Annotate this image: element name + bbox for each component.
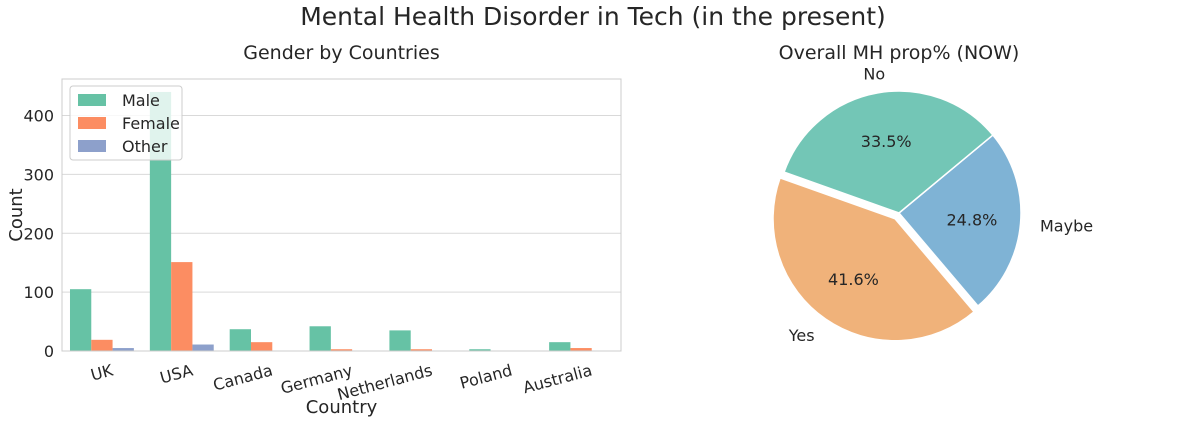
pie-label: No — [863, 65, 885, 84]
bar-female — [171, 262, 193, 351]
bar-other — [112, 348, 134, 351]
pie-label: Maybe — [1040, 216, 1093, 235]
bar-female — [410, 349, 433, 351]
x-axis-label: Country — [306, 397, 378, 418]
x-tick-label: Australia — [521, 361, 594, 398]
bar-other — [192, 344, 214, 351]
bar-male — [389, 330, 411, 351]
legend-swatch — [78, 94, 106, 106]
pie-slice-yes — [772, 176, 976, 342]
pie-pct-label: 24.8% — [947, 210, 998, 229]
legend-swatch — [78, 117, 106, 129]
y-tick-label: 400 — [23, 107, 54, 126]
pie-slice-no — [783, 90, 994, 214]
bar-female — [330, 349, 353, 351]
bar-female — [250, 342, 273, 351]
bar-male — [229, 329, 251, 351]
legend-swatch — [78, 140, 106, 152]
bar-female — [570, 348, 592, 351]
x-tick-label: USA — [158, 360, 195, 387]
legend-label: Female — [122, 114, 180, 133]
x-tick-label: UK — [89, 360, 116, 384]
x-tick-label: Poland — [458, 361, 515, 393]
y-axis-label: Count — [6, 188, 27, 241]
pie-label: Yes — [788, 326, 815, 345]
pie-slice-maybe — [897, 134, 1022, 308]
legend: Male Female Other — [69, 85, 183, 161]
y-tick-label: 0 — [44, 342, 54, 361]
plot-frame — [61, 78, 622, 352]
y-tick-label: 200 — [23, 224, 54, 243]
bar-female — [91, 339, 113, 351]
pie-pct-label: 41.6% — [828, 270, 879, 289]
bar-chart-title: Gender by Countries — [243, 42, 440, 64]
pie-chart-title: Overall MH prop% (NOW) — [779, 42, 1020, 64]
figure-title: Mental Health Disorder in Tech (in the p… — [300, 2, 886, 31]
x-tick-label: Canada — [211, 361, 275, 395]
legend-label: Other — [122, 137, 168, 156]
legend-label: Male — [122, 91, 160, 110]
bar-male — [469, 349, 491, 351]
bar-male — [309, 326, 331, 351]
y-tick-label: 300 — [23, 165, 54, 184]
y-tick-label: 100 — [23, 283, 54, 302]
bar-male — [549, 342, 571, 351]
pie-pct-label: 33.5% — [861, 132, 912, 151]
bar-male — [69, 289, 92, 351]
